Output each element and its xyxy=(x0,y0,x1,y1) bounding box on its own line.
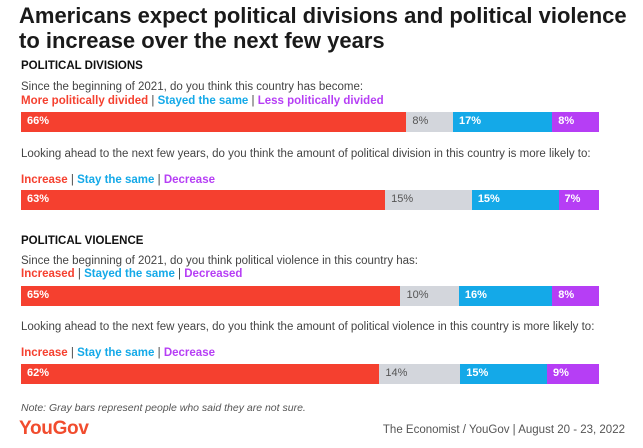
bar-segment-primary: 63% xyxy=(21,190,386,210)
legend-3: Increased | Stayed the same | Decreased xyxy=(21,268,243,280)
data-label: 9% xyxy=(552,367,569,379)
data-label: 17% xyxy=(459,115,482,127)
legend-item: Stay the same xyxy=(77,347,155,359)
chart-title: Americans expect political divisions and… xyxy=(19,3,627,53)
legend-item: Stayed the same xyxy=(84,268,175,280)
data-label: 14% xyxy=(385,367,408,379)
data-label: 15% xyxy=(466,367,489,379)
bar-segment-primary: 62% xyxy=(21,364,380,384)
legend-item: Less politically divided xyxy=(257,95,384,107)
data-label: 10% xyxy=(406,289,429,301)
footnote: Note: Gray bars represent people who sai… xyxy=(21,402,306,414)
data-label: 8% xyxy=(558,289,575,301)
bar-segment-blue: 15% xyxy=(460,364,547,384)
bar-segment-purple: 7% xyxy=(558,190,599,210)
data-label: 7% xyxy=(564,193,581,205)
data-label: 63% xyxy=(27,193,50,205)
bar-segment-blue: 16% xyxy=(458,286,553,306)
bar-segment-gray: 10% xyxy=(400,286,459,306)
legend-2: Increase | Stay the same | Decrease xyxy=(21,174,215,186)
source-credit: The Economist / YouGov | August 20 - 23,… xyxy=(382,424,625,436)
data-label: 62% xyxy=(27,367,50,379)
legend-item: Stayed the same xyxy=(157,95,249,107)
data-label: 15% xyxy=(477,193,500,205)
question-2: Looking ahead to the next few years, do … xyxy=(21,148,591,160)
bar-segment-blue: 17% xyxy=(453,112,553,132)
data-label: 66% xyxy=(27,115,50,127)
legend-item: More politically divided xyxy=(21,95,149,107)
data-label: 8% xyxy=(412,115,429,127)
data-label: 16% xyxy=(464,289,487,301)
bar-segment-primary: 66% xyxy=(21,112,407,132)
legend-item: Stay the same xyxy=(77,174,155,186)
data-label: 15% xyxy=(391,193,414,205)
legend-item: Increase xyxy=(21,347,68,359)
data-label: 65% xyxy=(27,289,50,301)
bar-segment-primary: 65% xyxy=(21,286,401,306)
bar-segment-blue: 15% xyxy=(471,190,559,210)
bar-segment-purple: 8% xyxy=(552,112,599,132)
legend-item: Decreased xyxy=(184,268,243,280)
stacked-bar-4: 62% 14% 15% 9% xyxy=(21,364,599,384)
stacked-bar-1: 66% 8% 17% 8% xyxy=(21,112,599,132)
legend-1: More politically divided | Stayed the sa… xyxy=(21,95,384,107)
question-1: Since the beginning of 2021, do you thin… xyxy=(21,81,364,93)
legend-item: Increase xyxy=(21,174,68,186)
bar-segment-gray: 14% xyxy=(379,364,461,384)
yougov-logo: YouGov xyxy=(19,418,89,439)
stacked-bar-3: 65% 10% 16% 8% xyxy=(21,286,599,306)
question-3: Since the beginning of 2021, do you thin… xyxy=(21,255,419,267)
legend-4: Increase | Stay the same | Decrease xyxy=(21,347,215,359)
data-label: 8% xyxy=(558,115,575,127)
stacked-bar-2: 63% 15% 15% 7% xyxy=(21,190,599,210)
legend-item: Decrease xyxy=(163,347,215,359)
bar-segment-gray: 15% xyxy=(385,190,472,210)
bar-segment-purple: 8% xyxy=(552,286,599,306)
bar-segment-gray: 8% xyxy=(406,112,454,132)
section-heading-violence: POLITICAL VIOLENCE xyxy=(21,235,144,247)
legend-item: Increased xyxy=(21,268,75,280)
legend-item: Decrease xyxy=(163,174,215,186)
section-heading-divisions: POLITICAL DIVISIONS xyxy=(21,60,143,72)
bar-segment-purple: 9% xyxy=(546,364,599,384)
question-4: Looking ahead to the next few years, do … xyxy=(21,321,595,333)
